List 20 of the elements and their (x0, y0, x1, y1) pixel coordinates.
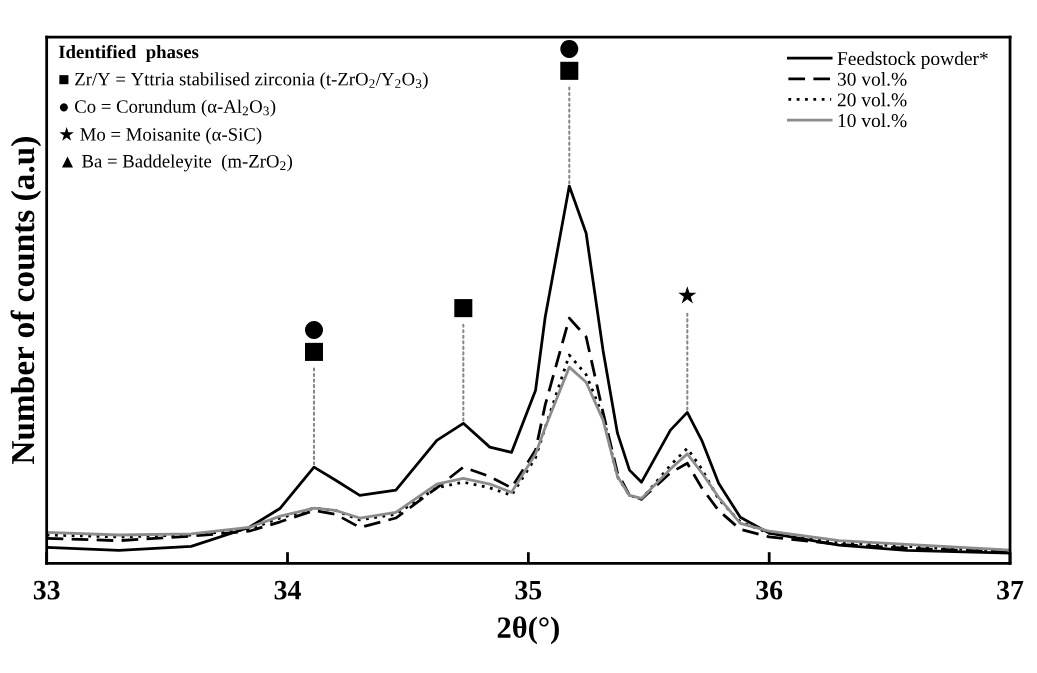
text: ■ Zr/Y = Yttria stabilised zirconia (t-ZrO$_{2}$/Y$_{2}$O$_{3}$) (59, 72, 428, 90)
legend-label: Feedstock powder* (837, 51, 988, 70)
legend-label: 30 vol.% (837, 72, 907, 86)
annotation: ● ■ (560, 39, 579, 80)
text: ● Co = Corundum (α-Al$_{2}$O$_{3}$) (59, 99, 276, 117)
x-tick-label: 33 (33, 580, 60, 600)
text: ★ Mo = Moisanite (α-SiC) (59, 127, 262, 145)
x-tick-label: 35 (515, 580, 542, 600)
y-axis-title: Number of counts (a.u) (10, 137, 42, 465)
x-tick-label: 37 (997, 580, 1024, 600)
annotation: ★ (678, 286, 697, 304)
annotation: ■ (454, 299, 473, 318)
x-axis-title: 2θ(°) (497, 616, 559, 645)
legend-label: 10 vol.% (838, 113, 907, 128)
legend-label: 20 vol.% (837, 92, 907, 107)
annotation: ● ■ (304, 320, 324, 361)
text: Identified phases (58, 44, 199, 63)
x-tick-label: 36 (756, 580, 783, 600)
text: ▲ Ba = Baddeleyite (m-ZrO$_{2}$) (62, 154, 293, 172)
x-tick-label: 34 (274, 580, 301, 600)
